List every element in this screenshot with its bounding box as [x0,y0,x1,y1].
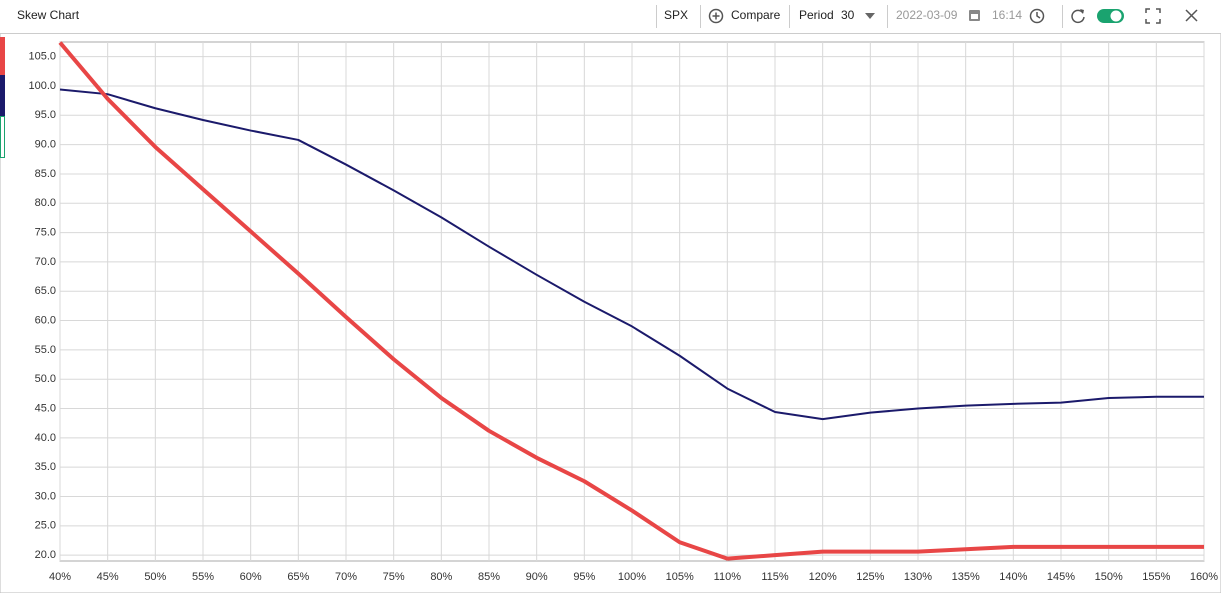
plus-icon [712,12,720,20]
x-tick-label: 105% [666,571,694,583]
period-value[interactable]: 30 [841,8,855,22]
symbol[interactable]: SPX [664,8,688,22]
series-line [58,41,1204,561]
x-tick-label: 150% [1095,571,1123,583]
x-tick-label: 120% [809,571,837,583]
x-tick-label: 45% [97,571,119,583]
series-lines [58,41,1204,561]
y-tick-label: 105.0 [28,51,56,63]
series-marker [0,116,5,158]
y-tick-label: 45.0 [35,402,56,414]
refresh-icon[interactable] [1071,9,1085,24]
period-label: Period [799,8,834,22]
series-marker [0,37,5,75]
x-tick-label: 75% [383,571,405,583]
plus-icon [708,8,724,24]
y-tick-label: 70.0 [35,256,56,268]
x-tick-label: 70% [335,571,357,583]
grid: 20.0 25.0 30.0 35.0 40.0 45.0 50.0 55.0 60.0 65.0… [28,42,1218,583]
y-tick-label: 85.0 [35,168,56,180]
clock-icon[interactable] [1029,8,1045,24]
window-title: Skew Chart [17,8,80,22]
x-tick-label: 40% [49,571,71,583]
x-tick-label: 145% [1047,571,1075,583]
y-tick-label: 90.0 [35,139,56,151]
x-tick-label: 125% [856,571,884,583]
y-tick-label: 95.0 [35,109,56,121]
live-toggle[interactable] [1097,9,1124,23]
x-tick-label: 80% [430,571,452,583]
x-tick-label: 60% [240,571,262,583]
y-tick-label: 25.0 [35,520,56,532]
fullscreen-icon[interactable] [1145,8,1161,24]
date[interactable]: 2022-03-09 [896,8,958,22]
y-tick-label: 65.0 [35,285,56,297]
y-tick-label: 20.0 [35,549,56,561]
x-tick-label: 55% [192,571,214,583]
series-marker [0,75,5,116]
series-line [59,88,1204,421]
y-tick-label: 100.0 [28,80,56,92]
compare-button[interactable]: Compare [708,8,781,24]
x-tick-label: 95% [573,571,595,583]
x-tick-label: 85% [478,571,500,583]
y-tick-label: 80.0 [35,197,56,209]
y-tick-label: 30.0 [35,490,56,502]
x-tick-label: 65% [287,571,309,583]
x-tick-label: 50% [144,571,166,583]
time[interactable]: 16:14 [992,8,1022,22]
calendar-icon[interactable] [969,10,980,21]
x-tick-label: 140% [999,571,1027,583]
x-tick-label: 160% [1190,571,1218,583]
close-icon[interactable] [1185,9,1198,22]
x-tick-label: 155% [1142,571,1170,583]
x-tick-label: 110% [714,571,742,583]
compare-label: Compare [731,8,781,22]
y-tick-label: 55.0 [35,344,56,356]
toolbar [0,0,1221,33]
y-tick-label: 60.0 [35,314,56,326]
y-tick-label: 50.0 [35,373,56,385]
y-tick-label: 75.0 [35,226,56,238]
x-tick-label: 115% [761,571,789,583]
y-tick-label: 35.0 [35,461,56,473]
x-tick-label: 135% [952,571,980,583]
dropdown-caret[interactable] [865,13,875,19]
y-tick-label: 40.0 [35,432,56,444]
x-tick-label: 100% [618,571,646,583]
x-tick-label: 90% [526,571,548,583]
x-tick-label: 130% [904,571,932,583]
